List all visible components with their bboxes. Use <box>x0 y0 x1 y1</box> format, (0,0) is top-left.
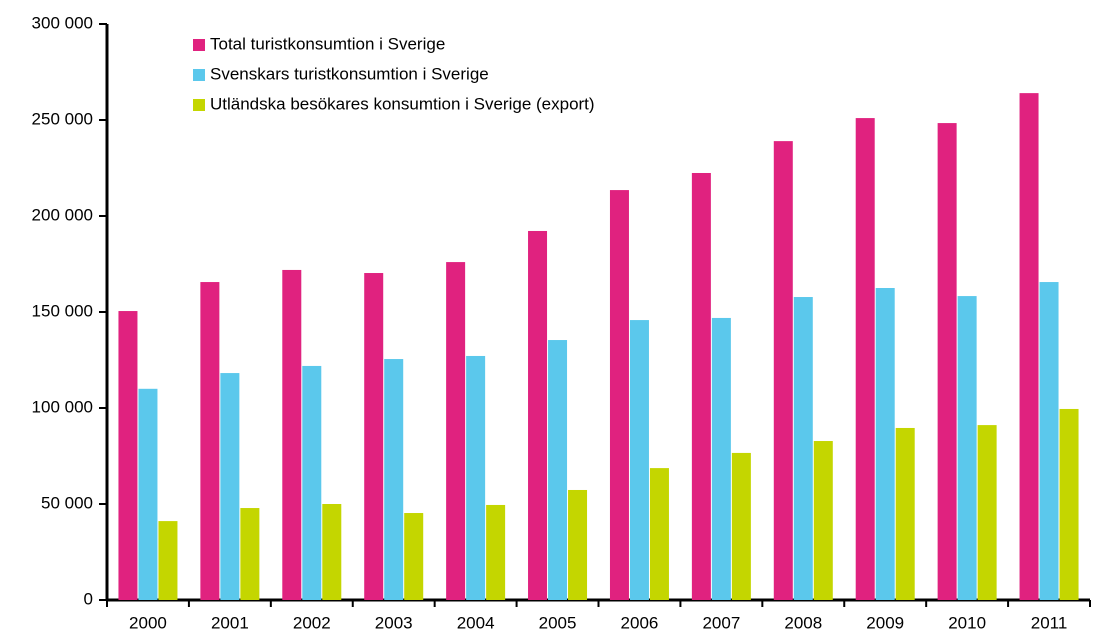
bar <box>1059 408 1079 600</box>
bar <box>384 359 404 600</box>
bar <box>773 141 793 600</box>
x-tick-label: 2004 <box>457 613 495 632</box>
legend-swatch <box>193 99 205 111</box>
legend-label: Total turistkonsumtion i Sverige <box>210 34 445 53</box>
bar <box>158 521 178 600</box>
x-tick-label: 2011 <box>1031 613 1068 632</box>
bar <box>466 355 486 600</box>
x-tick-label: 2009 <box>866 613 904 632</box>
legend-label: Svenskars turistkonsumtion i Sverige <box>210 64 489 83</box>
bar <box>118 311 138 600</box>
y-tick-label: 200 000 <box>32 205 93 224</box>
bar <box>609 190 629 600</box>
bar <box>937 123 957 601</box>
bar <box>528 230 548 600</box>
x-tick-label: 2000 <box>129 613 167 632</box>
x-tick-label: 2005 <box>539 613 577 632</box>
bar <box>322 504 342 600</box>
x-tick-label: 2006 <box>621 613 659 632</box>
bar <box>282 269 302 600</box>
y-tick-label: 300 000 <box>32 13 93 32</box>
bar <box>486 504 506 600</box>
bar <box>813 441 833 600</box>
legend-swatch <box>193 39 205 51</box>
bar <box>711 317 731 600</box>
bar <box>220 373 240 600</box>
bar <box>875 288 895 600</box>
x-tick-label: 2002 <box>293 613 331 632</box>
y-tick-label: 100 000 <box>32 397 93 416</box>
bar <box>138 388 158 600</box>
bar <box>1019 93 1039 601</box>
bar <box>957 296 977 600</box>
x-tick-label: 2010 <box>948 613 986 632</box>
bar <box>629 320 649 600</box>
y-tick-label: 0 <box>84 589 93 608</box>
bar <box>568 489 588 600</box>
y-tick-label: 50 000 <box>41 493 93 512</box>
bar <box>240 508 260 600</box>
x-tick-label: 2003 <box>375 613 413 632</box>
bar <box>855 118 875 600</box>
bar <box>548 340 568 600</box>
bar <box>649 468 669 600</box>
y-tick-label: 250 000 <box>32 109 93 128</box>
x-tick-label: 2007 <box>702 613 740 632</box>
bar <box>895 427 915 600</box>
bar <box>731 452 751 600</box>
bar <box>302 365 322 600</box>
legend-label: Utländska besökares konsumtion i Sverige… <box>210 94 595 113</box>
bar <box>200 282 220 600</box>
bar <box>977 425 997 600</box>
bar <box>364 273 384 600</box>
bar <box>446 262 466 600</box>
legend-swatch <box>193 69 205 81</box>
x-tick-label: 2001 <box>211 613 249 632</box>
bar <box>691 172 711 600</box>
bar <box>793 297 813 600</box>
bar <box>1039 282 1059 600</box>
bar <box>404 513 424 600</box>
y-tick-label: 150 000 <box>32 301 93 320</box>
x-tick-label: 2008 <box>784 613 822 632</box>
